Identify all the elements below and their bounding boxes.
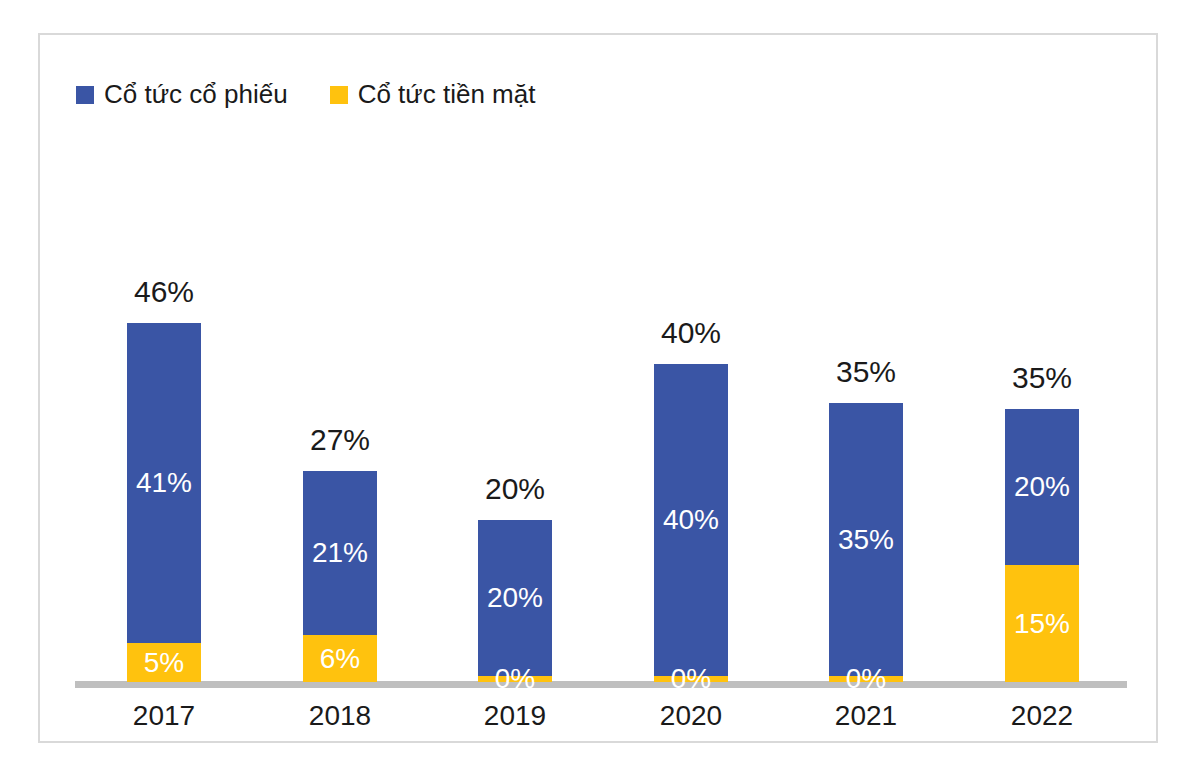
- stock-value-label-2018: 21%: [280, 536, 400, 570]
- cash-value-label-2022: 15%: [982, 607, 1102, 641]
- total-label-2020: 40%: [621, 316, 761, 350]
- chart-page: Cổ tức cổ phiếu Cổ tức tiền mặt 46% 41% 5%…: [0, 0, 1199, 784]
- legend-label-cash-dividend: Cổ tức tiền mặt: [358, 79, 536, 110]
- chart-frame: Cổ tức cổ phiếu Cổ tức tiền mặt 46% 41% 5%…: [38, 33, 1158, 743]
- cash-value-label-2017: 5%: [104, 646, 224, 680]
- x-axis-label-2019: 2019: [435, 700, 595, 732]
- cash-value-label-2020: 0%: [631, 662, 751, 696]
- legend-swatch-cash-icon: [330, 86, 348, 104]
- total-label-2022: 35%: [972, 361, 1112, 395]
- x-axis-label-2017: 2017: [84, 700, 244, 732]
- plot-area: 46% 41% 5% 2017 27% 21% 6% 2018 20% 20% 0% 2019 40% 4…: [40, 35, 1156, 741]
- legend: Cổ tức cổ phiếu Cổ tức tiền mặt: [76, 79, 535, 110]
- stock-value-label-2020: 40%: [631, 503, 751, 537]
- total-label-2019: 20%: [445, 472, 585, 506]
- stock-value-label-2019: 20%: [455, 581, 575, 615]
- x-axis-label-2022: 2022: [962, 700, 1122, 732]
- x-axis-label-2018: 2018: [260, 700, 420, 732]
- stock-value-label-2022: 20%: [982, 470, 1102, 504]
- total-label-2018: 27%: [270, 423, 410, 457]
- x-axis-line: [75, 681, 1127, 688]
- legend-item-cash-dividend: Cổ tức tiền mặt: [330, 79, 536, 110]
- stock-value-label-2021: 35%: [806, 523, 926, 557]
- legend-swatch-stock-icon: [76, 86, 94, 104]
- cash-value-label-2021: 0%: [806, 662, 926, 696]
- legend-label-stock-dividend: Cổ tức cổ phiếu: [104, 79, 288, 110]
- x-axis-label-2020: 2020: [611, 700, 771, 732]
- total-label-2017: 46%: [94, 275, 234, 309]
- cash-value-label-2018: 6%: [280, 642, 400, 676]
- cash-value-label-2019: 0%: [455, 662, 575, 696]
- stock-value-label-2017: 41%: [104, 466, 224, 500]
- total-label-2021: 35%: [796, 355, 936, 389]
- legend-item-stock-dividend: Cổ tức cổ phiếu: [76, 79, 288, 110]
- x-axis-label-2021: 2021: [786, 700, 946, 732]
